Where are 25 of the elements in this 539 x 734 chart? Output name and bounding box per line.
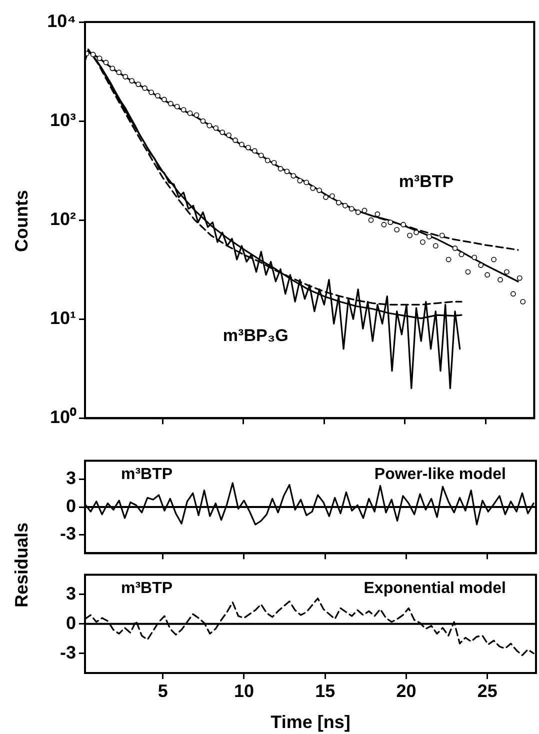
y-tick-label: 10¹	[50, 308, 76, 328]
series-label: m³BP₃G	[222, 326, 288, 346]
y-tick-label: 10²	[50, 209, 76, 230]
x-tick-label: 15	[315, 680, 336, 701]
y-tick-label: 0	[66, 496, 76, 516]
annotation: Power-like model	[374, 466, 506, 484]
series-label: m³BTP	[398, 172, 454, 192]
y-axis-title: Counts	[12, 190, 32, 252]
y-tick-label: -3	[60, 524, 76, 544]
y-tick-label: 0	[66, 612, 76, 633]
y-tick-label: 10⁴	[47, 10, 76, 31]
x-tick-label: 25	[477, 680, 498, 701]
x-tick-label: 20	[396, 680, 416, 701]
x-axis-title: Time [ns]	[270, 712, 350, 732]
annotation: Exponential model	[364, 580, 506, 598]
y-tick-label: 10⁰	[50, 407, 77, 428]
x-tick-label: 10	[234, 680, 254, 701]
y-tick-label: 10³	[50, 110, 76, 130]
y-tick-label: 3	[66, 583, 76, 604]
annotation: m³BTP	[121, 466, 173, 484]
y-axis-title: Residuals	[12, 522, 32, 608]
x-tick-label: 5	[158, 680, 168, 701]
y-tick-label: 3	[66, 468, 76, 488]
y-tick-label: -3	[60, 642, 76, 662]
annotation: m³BTP	[121, 580, 173, 598]
